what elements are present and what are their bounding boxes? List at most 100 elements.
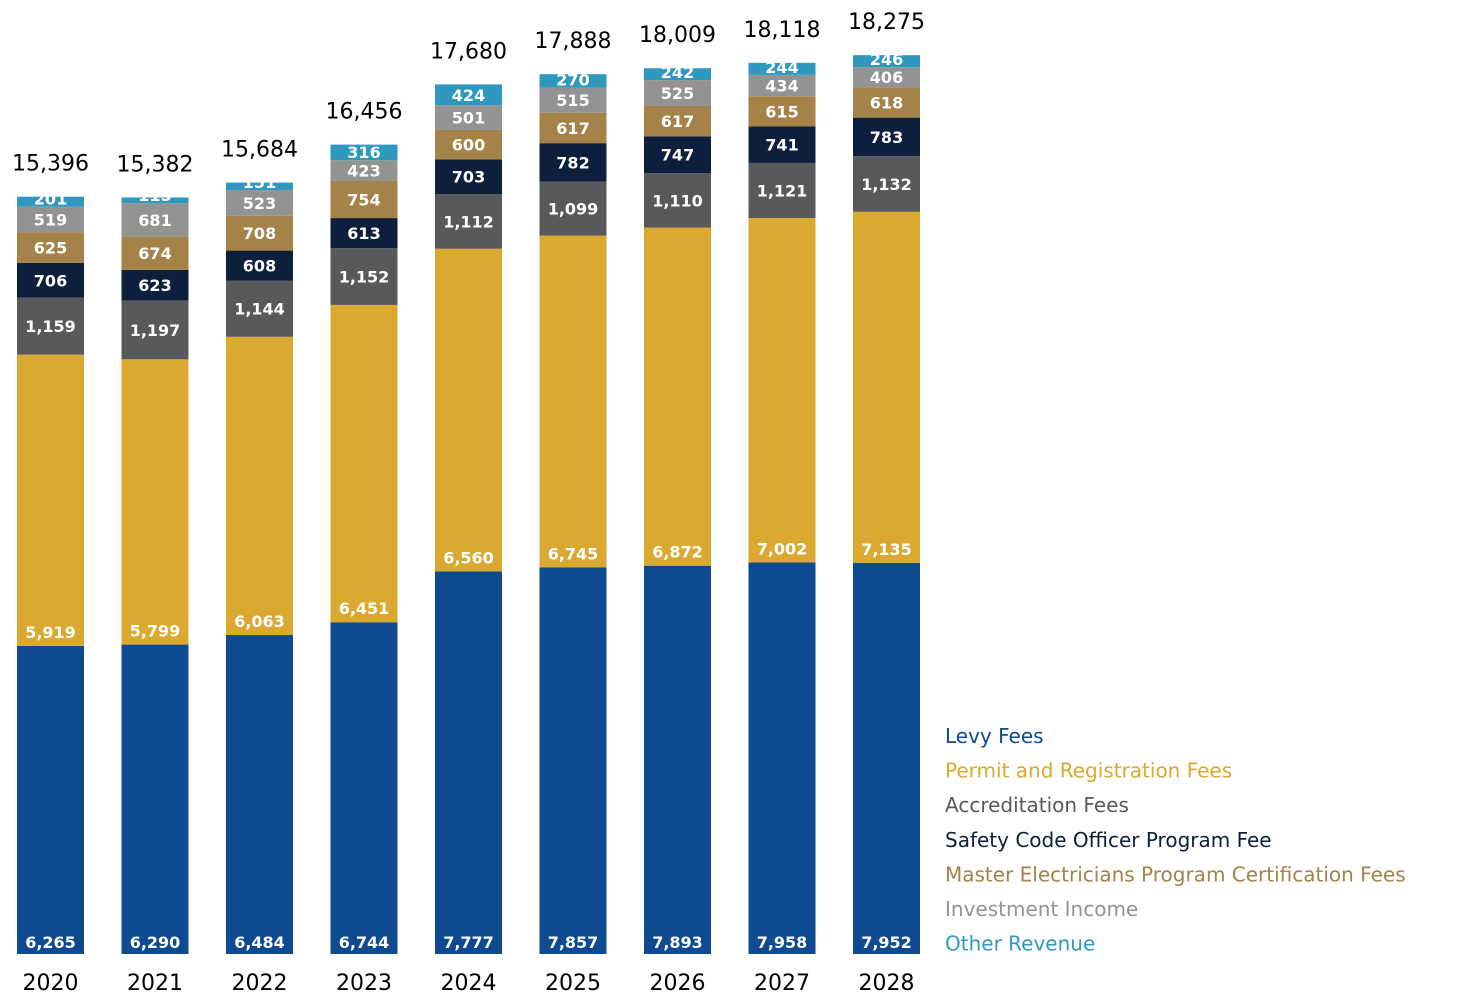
bar-segment-accreditation-fees-2023	[330, 248, 398, 305]
bar-segment-investment-income-2028	[853, 67, 920, 88]
segment-label-accreditation-fees-2022: 1,144	[234, 300, 285, 319]
bar-segment-other-revenue-2023	[330, 144, 398, 161]
legend-item-investment-income: Investment Income	[945, 897, 1138, 921]
bar-segment-other-revenue-2026	[644, 68, 711, 81]
legend-item-other-revenue: Other Revenue	[945, 932, 1095, 956]
bar-segment-permit-and-registration-fees-2026	[644, 227, 711, 566]
bar-segment-other-revenue-2025	[539, 74, 607, 88]
bar-segment-levy-fees-2023	[330, 622, 398, 954]
x-tick-label-2021: 2021	[127, 971, 183, 994]
segment-label-levy-fees-2022: 6,484	[234, 933, 285, 952]
segment-label-accreditation-fees-2025: 1,099	[548, 200, 599, 219]
segment-label-accreditation-fees-2026: 1,110	[652, 191, 703, 210]
segment-label-levy-fees-2023: 6,744	[339, 933, 390, 952]
bar-segment-permit-and-registration-fees-2027	[748, 218, 816, 563]
segment-label-permit-and-registration-fees-2020: 5,919	[25, 623, 76, 642]
bar-segment-levy-fees-2026	[644, 565, 711, 954]
x-tick-label-2024: 2024	[441, 971, 497, 994]
bar-segment-accreditation-fees-2027	[748, 162, 816, 219]
segment-label-permit-and-registration-fees-2022: 6,063	[234, 612, 285, 631]
segment-label-master-electricians-program-certification-fees-2022: 708	[243, 224, 276, 243]
bar-segment-permit-and-registration-fees-2021	[121, 359, 189, 645]
segment-label-levy-fees-2024: 7,777	[443, 933, 494, 952]
segment-label-accreditation-fees-2027: 1,121	[757, 182, 808, 201]
x-tick-label-2025: 2025	[545, 971, 601, 994]
bar-segment-levy-fees-2020	[17, 645, 84, 954]
segment-label-accreditation-fees-2020: 1,159	[25, 317, 76, 336]
bar-segment-safety-code-officer-program-fee-2020	[17, 262, 84, 298]
segment-label-permit-and-registration-fees-2026: 6,872	[652, 543, 703, 562]
segment-label-investment-income-2027: 434	[765, 77, 798, 96]
bar-segment-other-revenue-2022	[226, 182, 293, 191]
segment-label-permit-and-registration-fees-2025: 6,745	[548, 544, 599, 563]
segment-label-levy-fees-2026: 7,893	[652, 933, 703, 952]
segment-label-master-electricians-program-certification-fees-2024: 600	[452, 136, 485, 155]
bar-segment-safety-code-officer-program-fee-2023	[330, 218, 398, 249]
bar-segment-accreditation-fees-2020	[17, 297, 84, 355]
bar-segment-master-electricians-program-certification-fees-2022	[226, 215, 293, 251]
total-label-2024: 17,680	[430, 39, 507, 64]
segment-label-investment-income-2023: 423	[347, 162, 380, 181]
bar-segment-master-electricians-program-certification-fees-2021	[121, 236, 189, 270]
bar-segment-safety-code-officer-program-fee-2025	[539, 143, 607, 182]
segment-label-accreditation-fees-2028: 1,132	[861, 175, 912, 194]
bar-segment-accreditation-fees-2021	[121, 300, 189, 360]
bar-segment-levy-fees-2022	[226, 635, 293, 954]
bar-segment-levy-fees-2025	[539, 567, 607, 954]
segment-label-other-revenue-2021: 115	[138, 186, 171, 205]
bar-segment-investment-income-2022	[226, 190, 293, 216]
bar-segment-investment-income-2021	[121, 203, 189, 237]
segment-label-master-electricians-program-certification-fees-2027: 615	[765, 102, 798, 121]
total-label-2023: 16,456	[326, 100, 403, 125]
segment-label-levy-fees-2027: 7,958	[757, 933, 808, 952]
x-tick-label-2022: 2022	[232, 971, 288, 994]
legend: Levy Fees Permit and Registration Fees Acc…	[945, 724, 1406, 956]
segment-label-safety-code-officer-program-fee-2024: 703	[452, 168, 485, 187]
bar-segment-other-revenue-2021	[121, 197, 189, 204]
legend-item-safety-code-officer-program-fee: Safety Code Officer Program Fee	[945, 828, 1272, 852]
segment-label-other-revenue-2025: 270	[556, 70, 589, 89]
segment-label-levy-fees-2020: 6,265	[25, 933, 76, 952]
bar-segment-master-electricians-program-certification-fees-2020	[17, 232, 84, 263]
total-label-2020: 15,396	[12, 152, 89, 177]
bar-segment-permit-and-registration-fees-2025	[539, 235, 607, 568]
bar-segment-safety-code-officer-program-fee-2028	[853, 117, 920, 157]
bar-segment-investment-income-2027	[748, 74, 816, 97]
segment-label-master-electricians-program-certification-fees-2025: 617	[556, 119, 589, 138]
x-tick-label-2023: 2023	[336, 971, 392, 994]
segment-label-investment-income-2028: 406	[870, 68, 903, 87]
segment-label-other-revenue-2023: 316	[347, 143, 380, 162]
segment-label-safety-code-officer-program-fee-2026: 747	[661, 146, 694, 165]
total-label-2026: 18,009	[639, 23, 716, 48]
segment-label-master-electricians-program-certification-fees-2023: 754	[347, 191, 380, 210]
total-label-2021: 15,382	[117, 152, 194, 177]
legend-item-accreditation-fees: Accreditation Fees	[945, 793, 1129, 817]
segment-label-other-revenue-2022: 151	[243, 173, 276, 192]
segment-label-levy-fees-2028: 7,952	[861, 933, 912, 952]
segment-label-investment-income-2026: 525	[661, 84, 694, 103]
segment-label-permit-and-registration-fees-2028: 7,135	[861, 540, 912, 559]
year-labels-group: 2020 2021 2022 2023 2024 2025 2026 2027 2028	[23, 971, 915, 994]
bar-segment-permit-and-registration-fees-2023	[330, 304, 398, 623]
segment-label-permit-and-registration-fees-2021: 5,799	[130, 622, 181, 641]
x-tick-label-2020: 2020	[23, 971, 79, 994]
bar-segment-investment-income-2025	[539, 87, 607, 113]
bar-segment-safety-code-officer-program-fee-2022	[226, 250, 293, 281]
segment-label-safety-code-officer-program-fee-2025: 782	[556, 153, 589, 172]
segment-label-investment-income-2020: 519	[34, 210, 67, 229]
segment-label-other-revenue-2026: 242	[661, 63, 694, 82]
segment-label-investment-income-2022: 523	[243, 194, 276, 213]
total-label-2027: 18,118	[744, 18, 821, 43]
bar-segment-safety-code-officer-program-fee-2024	[435, 159, 502, 195]
bar-segment-permit-and-registration-fees-2020	[17, 354, 84, 646]
segment-label-permit-and-registration-fees-2027: 7,002	[757, 540, 808, 559]
bar-segment-accreditation-fees-2024	[435, 194, 502, 249]
bar-segment-other-revenue-2028	[853, 55, 920, 68]
segment-label-master-electricians-program-certification-fees-2021: 674	[138, 244, 171, 263]
bar-segment-investment-income-2020	[17, 206, 84, 233]
segment-label-permit-and-registration-fees-2024: 6,560	[443, 548, 494, 567]
bar-segment-master-electricians-program-certification-fees-2024	[435, 129, 502, 160]
bar-segment-master-electricians-program-certification-fees-2027	[748, 96, 816, 127]
bar-segment-investment-income-2024	[435, 105, 502, 130]
segment-label-safety-code-officer-program-fee-2020: 706	[34, 271, 67, 290]
